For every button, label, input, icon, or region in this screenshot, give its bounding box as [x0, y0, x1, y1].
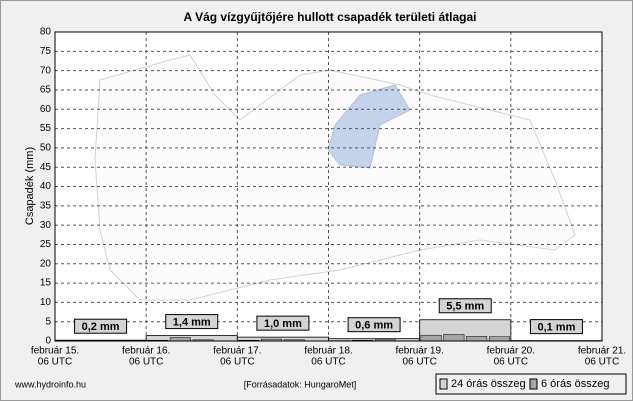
legend-label: 6 órás összeg	[541, 378, 609, 390]
legend-swatch	[439, 378, 448, 390]
legend-label: 24 órás összeg	[451, 378, 526, 390]
y-tick-label: 10	[40, 297, 52, 308]
y-tick-label: 55	[40, 123, 52, 134]
x-tick-label: 06 UTC	[311, 357, 345, 368]
y-tick-label: 40	[40, 181, 52, 192]
y-tick-label: 50	[40, 143, 52, 154]
bar-6h	[169, 337, 191, 342]
y-axis-label: Csapadék (mm)	[24, 147, 36, 225]
x-tick-label: 06 UTC	[129, 357, 163, 368]
x-tick-label: 06 UTC	[38, 357, 72, 368]
bar-6h	[420, 334, 442, 342]
value-label: 5,5 mm	[446, 301, 484, 313]
value-label-box	[165, 314, 219, 330]
y-tick-label: 0	[45, 336, 51, 347]
bar-6h	[466, 336, 488, 342]
value-label-box	[347, 317, 401, 333]
chart-title: A Vág vízgyűjtőjére hullott csapadék ter…	[184, 10, 477, 24]
x-tick-label: 06 UTC	[220, 357, 254, 368]
value-label: 1,4 mm	[173, 316, 211, 328]
value-label-box	[529, 319, 583, 335]
y-tick-label: 60	[40, 104, 52, 115]
y-tick-label: 80	[40, 27, 52, 38]
x-tick-label: február 20.	[487, 346, 535, 357]
y-tick-label: 15	[40, 278, 52, 289]
value-label: 0,1 mm	[537, 322, 575, 334]
legend-swatch	[529, 378, 538, 390]
footer-left: www.hydroinfo.hu	[14, 379, 86, 389]
y-tick-label: 65	[40, 85, 52, 96]
plot-border	[54, 31, 603, 342]
y-tick-label: 20	[40, 258, 52, 269]
y-tick-label: 70	[40, 65, 52, 76]
y-tick-label: 5	[45, 316, 51, 327]
x-tick-label: 06 UTC	[585, 357, 619, 368]
x-tick-label: február 21.	[578, 346, 626, 357]
y-tick-label: 25	[40, 239, 52, 250]
value-label: 1,0 mm	[264, 318, 302, 330]
legend	[435, 373, 627, 395]
bar-6h	[443, 334, 465, 342]
value-label: 0,6 mm	[355, 320, 393, 332]
map-background	[94, 54, 576, 301]
y-tick-label: 30	[40, 220, 52, 231]
value-label-box	[438, 298, 492, 314]
x-tick-label: február 16.	[122, 346, 170, 357]
value-label: 0,2 mm	[82, 321, 120, 333]
x-tick-label: február 15.	[31, 346, 79, 357]
x-tick-label: 06 UTC	[402, 357, 436, 368]
x-tick-label: 06 UTC	[494, 357, 528, 368]
bar-6h	[488, 336, 510, 342]
value-label-box	[256, 315, 310, 331]
y-tick-label: 45	[40, 162, 52, 173]
y-tick-label: 75	[40, 46, 52, 57]
x-tick-label: február 18.	[304, 346, 352, 357]
x-tick-label: február 17.	[213, 346, 261, 357]
x-tick-label: február 19.	[395, 346, 443, 357]
value-label-box	[74, 318, 128, 334]
footer-source: [Forrásadatok: HungaroMet]	[244, 379, 357, 389]
y-tick-label: 35	[40, 200, 52, 211]
